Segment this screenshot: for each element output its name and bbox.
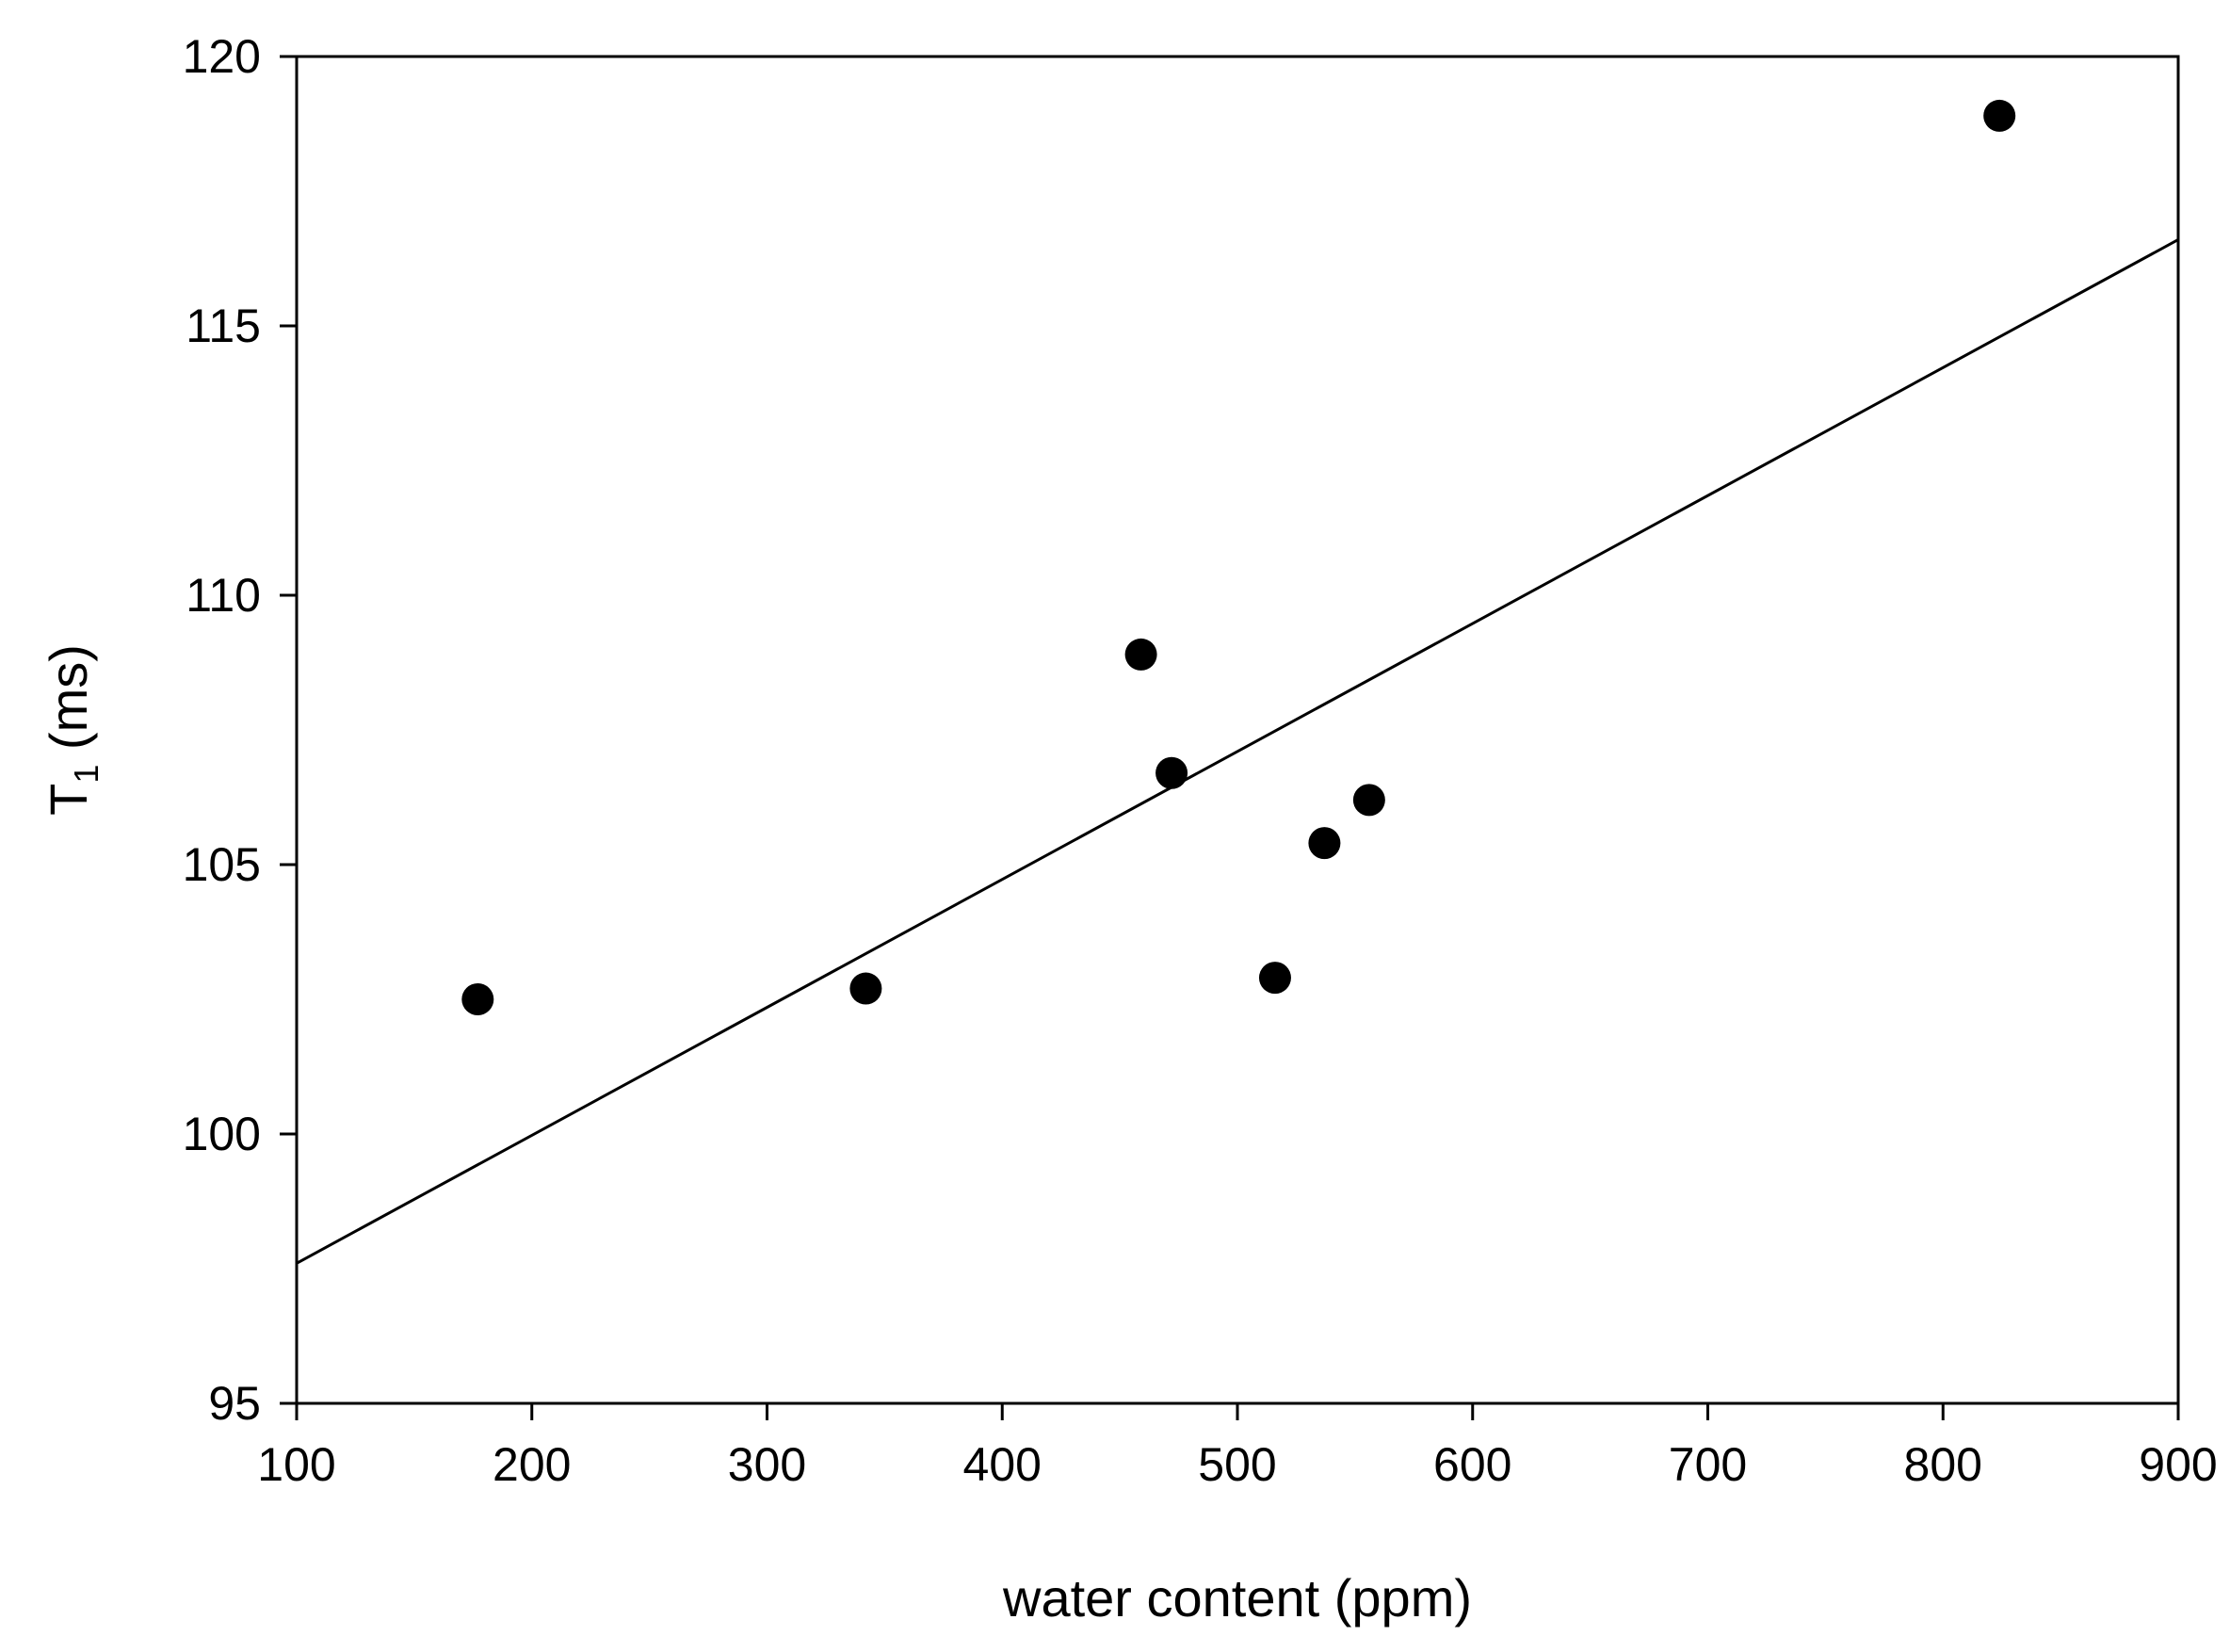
data-point bbox=[849, 972, 882, 1005]
x-tick-label: 800 bbox=[1904, 1438, 1982, 1491]
y-axis-ticks: 95 100 105 110 115 120 bbox=[183, 30, 297, 1430]
y-tick-label: 110 bbox=[186, 569, 261, 622]
regression-line bbox=[296, 238, 2179, 1265]
x-axis-title: water content (ppm) bbox=[1002, 1568, 1472, 1628]
data-points bbox=[461, 99, 2016, 1015]
x-axis-ticks: 100 200 300 400 500 600 700 800 900 bbox=[257, 1403, 2218, 1491]
data-point bbox=[461, 983, 494, 1015]
y-tick-label: 105 bbox=[183, 838, 261, 891]
x-tick-label: 400 bbox=[963, 1438, 1042, 1491]
y-tick-label: 115 bbox=[186, 300, 261, 352]
y-tick-label: 120 bbox=[183, 30, 261, 83]
x-tick-label: 700 bbox=[1669, 1438, 1747, 1491]
x-tick-label: 600 bbox=[1433, 1438, 1511, 1491]
y-tick-label: 95 bbox=[208, 1377, 261, 1430]
y-axis-title-subscript: 1 bbox=[67, 765, 105, 784]
y-axis-title: T1 (ms) bbox=[39, 644, 105, 816]
data-point bbox=[1155, 756, 1188, 789]
data-point bbox=[1308, 827, 1341, 860]
data-point bbox=[1258, 962, 1291, 995]
data-point bbox=[1983, 99, 2016, 132]
data-point bbox=[1124, 638, 1157, 671]
data-point bbox=[1352, 784, 1385, 817]
x-tick-label: 500 bbox=[1198, 1438, 1276, 1491]
y-tick-label: 100 bbox=[183, 1108, 261, 1160]
x-tick-label: 100 bbox=[257, 1438, 335, 1491]
y-axis-title-main: T bbox=[39, 784, 98, 816]
y-axis-title-rest: (ms) bbox=[39, 644, 98, 765]
x-tick-label: 200 bbox=[493, 1438, 571, 1491]
x-tick-label: 300 bbox=[728, 1438, 806, 1491]
plot-frame bbox=[295, 55, 2180, 1405]
x-tick-label: 900 bbox=[2139, 1438, 2217, 1491]
